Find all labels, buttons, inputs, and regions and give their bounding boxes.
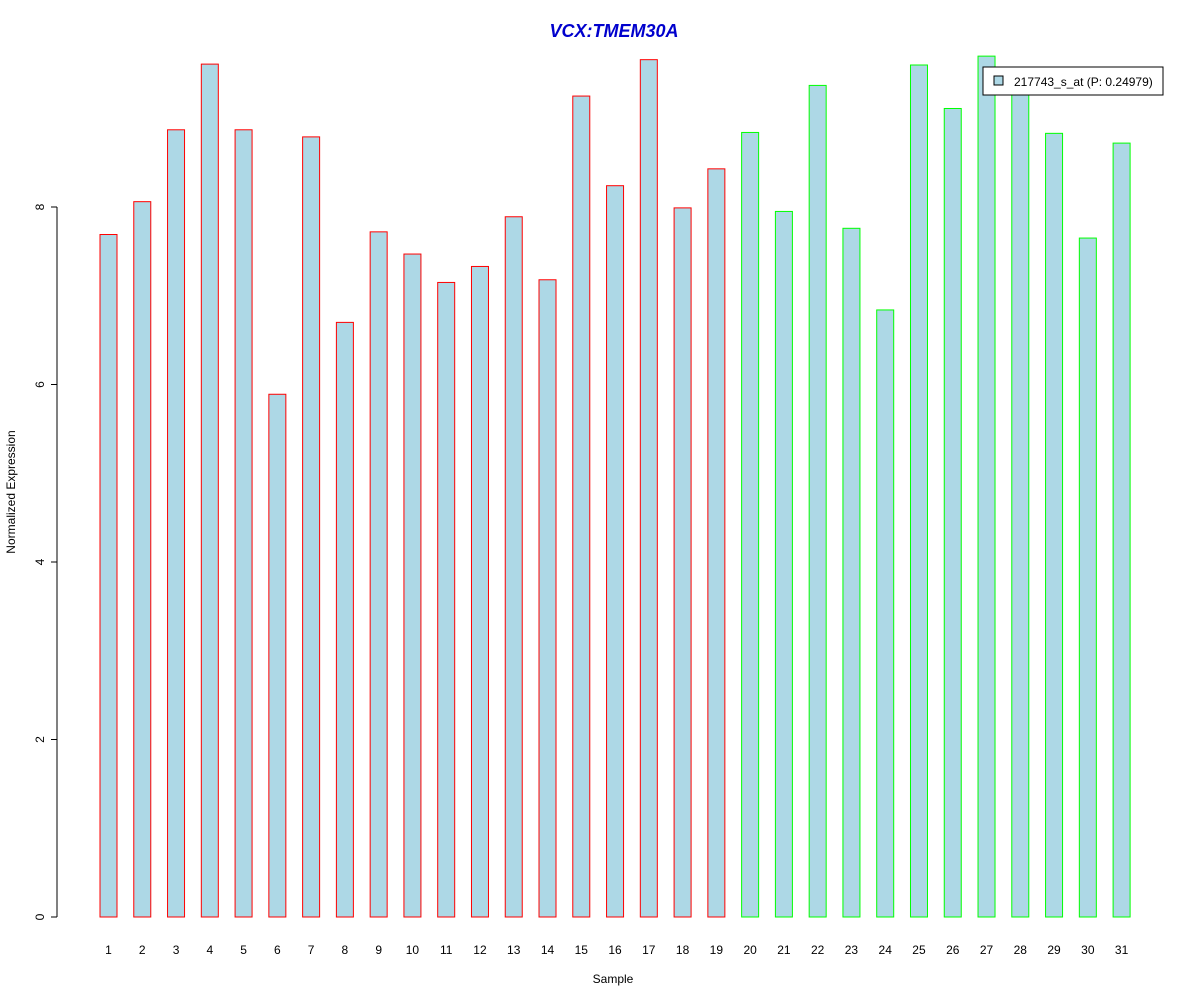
x-tick-label: 25 [912,943,926,957]
legend-box [982,66,1164,96]
x-axis-label: Sample [593,972,634,986]
bar-sample-30 [1078,237,1097,918]
x-tick-label: 26 [946,943,960,957]
x-tick-label: 13 [507,943,521,957]
x-tick-label: 5 [240,943,247,957]
bar-sample-12 [470,265,489,918]
bar-sample-20 [741,131,760,918]
bar-sample-24 [876,309,895,918]
x-tick-label: 7 [308,943,315,957]
legend-label: 217743_s_at (P: 0.24979) [1014,75,1153,89]
x-tick-label: 10 [406,943,420,957]
bar-sample-8 [335,321,354,918]
bar-sample-14 [538,279,557,918]
x-tick-label: 24 [879,943,893,957]
y-axis-label: Normalized Expression [4,430,18,553]
x-tick-label: 28 [1014,943,1028,957]
bar-sample-11 [437,281,456,918]
x-tick-label: 14 [541,943,555,957]
x-tick-label: 16 [608,943,622,957]
bar-sample-4 [200,63,219,918]
legend-swatch [993,75,1004,86]
bar-sample-3 [167,129,186,918]
x-tick-label: 22 [811,943,825,957]
bar-sample-28 [1011,92,1030,918]
bar-sample-15 [572,95,591,918]
x-tick-label: 6 [274,943,281,957]
bar-sample-10 [403,253,422,918]
x-tick-label: 2 [139,943,146,957]
y-tick-label: 6 [33,381,47,388]
bar-sample-6 [268,393,287,918]
bar-sample-9 [369,231,388,918]
x-tick-label: 19 [710,943,724,957]
bar-sample-22 [808,84,827,918]
bar-sample-27 [977,55,996,918]
legend: 217743_s_at (P: 0.24979) [982,66,1164,96]
x-tick-label: 17 [642,943,656,957]
bar-sample-25 [909,64,928,918]
x-tick-label: 12 [473,943,487,957]
x-tick-label: 1 [105,943,112,957]
bar-sample-19 [707,168,726,918]
x-tick-label: 20 [743,943,757,957]
x-tick-label: 8 [342,943,349,957]
bar-sample-29 [1045,132,1064,918]
x-tick-label: 9 [375,943,382,957]
x-tick-label: 27 [980,943,994,957]
bar-sample-5 [234,129,253,918]
bar-sample-23 [842,227,861,918]
x-tick-label: 11 [440,943,453,957]
x-tick-label: 21 [777,943,791,957]
x-axis-tick-labels: 1 2 3 4 5 6 7 8 9 10 11 12 13 14 15 16 17 18 19 20 21 22 23 24 2… [105,943,1128,957]
y-axis: 0 2 4 6 8 [33,203,58,920]
x-tick-label: 31 [1115,943,1129,957]
x-tick-label: 18 [676,943,690,957]
bar-sample-2 [133,201,152,918]
x-tick-label: 15 [575,943,589,957]
bar-sample-21 [774,210,793,918]
x-tick-label: 3 [173,943,180,957]
chart-title: VCX:TMEM30A [549,21,678,41]
bar-sample-31 [1112,142,1131,918]
y-tick-label: 2 [33,736,47,743]
bar-sample-13 [504,216,523,918]
y-tick-label: 4 [33,558,47,565]
y-tick-label: 0 [33,913,47,920]
bars-group [99,55,1131,918]
bar-sample-18 [673,207,692,918]
bar-sample-7 [302,136,321,918]
x-tick-label: 23 [845,943,859,957]
bar-sample-16 [606,185,625,918]
y-tick-label: 8 [33,203,47,210]
x-tick-label: 30 [1081,943,1095,957]
bar-sample-26 [943,107,962,918]
bar-sample-1 [99,234,118,918]
x-tick-label: 29 [1047,943,1061,957]
bar-sample-17 [639,59,658,918]
x-tick-label: 4 [206,943,213,957]
